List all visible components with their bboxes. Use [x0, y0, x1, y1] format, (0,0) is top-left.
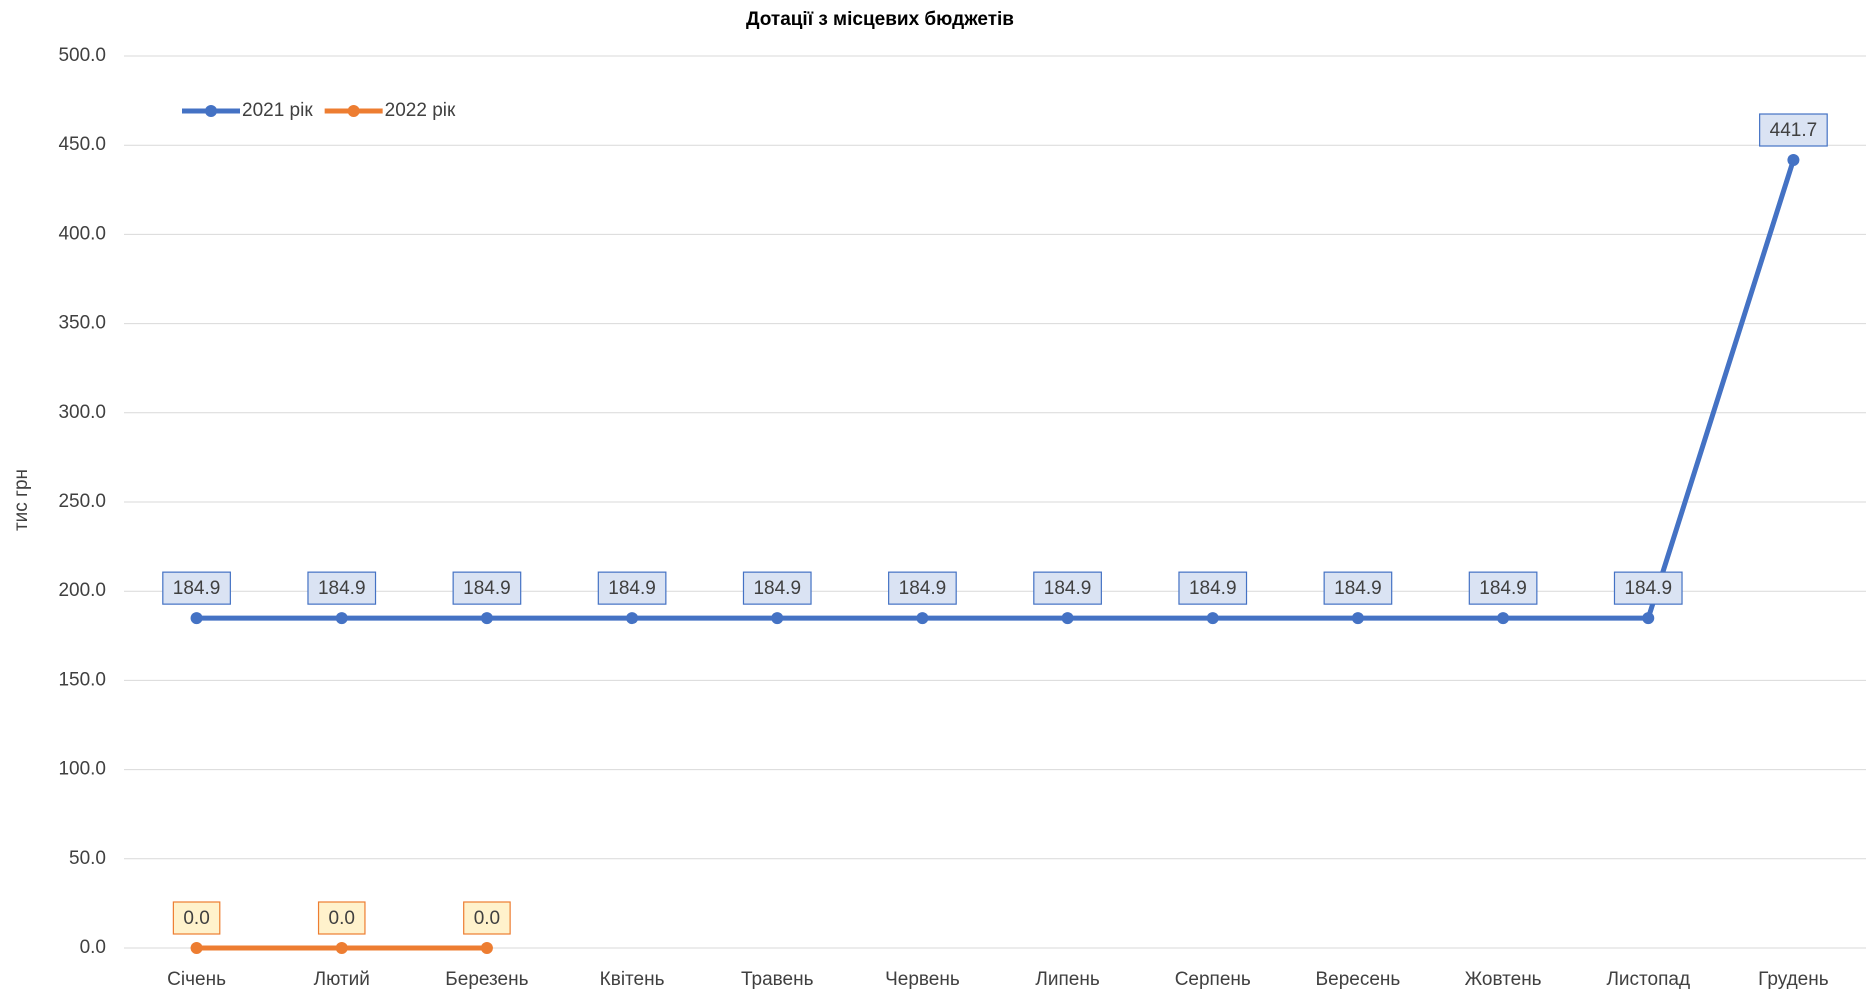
data-label: 184.9	[1044, 578, 1092, 599]
marker	[480, 942, 493, 954]
data-label: 184.9	[318, 578, 366, 599]
data-label-box	[1613, 571, 1683, 605]
y-tick-label: 250.0	[58, 491, 106, 512]
data-label-box	[1759, 113, 1828, 147]
data-label-box	[1033, 571, 1102, 605]
y-tick-label: 400.0	[58, 223, 106, 244]
y-tick-label: 50.0	[69, 848, 106, 869]
legend-label: 2021 рік	[242, 100, 313, 121]
marker	[1061, 612, 1074, 625]
y-tick-label: 500.0	[58, 45, 106, 66]
marker	[626, 612, 639, 625]
marker	[1351, 612, 1364, 625]
marker	[335, 942, 348, 954]
marker	[335, 612, 348, 625]
data-label: 0.0	[183, 908, 209, 929]
data-label-box	[162, 571, 231, 605]
legend-marker	[347, 105, 360, 117]
legend-label: 2022 рік	[385, 100, 456, 121]
data-label: 184.9	[463, 578, 511, 599]
x-tick-label: Березень	[445, 969, 528, 990]
y-tick-label: 100.0	[58, 759, 106, 780]
data-label: 0.0	[329, 908, 355, 929]
data-label-box	[597, 571, 667, 605]
data-label: 184.9	[1479, 578, 1527, 599]
x-tick-label: Травень	[741, 969, 814, 990]
data-label-box	[307, 571, 377, 605]
marker	[190, 942, 203, 954]
legend-marker	[205, 105, 217, 117]
marker	[1497, 612, 1510, 625]
chart-title: Дотації з місцевих бюджетів	[746, 9, 1014, 30]
x-tick-label: Серпень	[1175, 969, 1251, 990]
data-label-box	[742, 571, 812, 605]
marker	[1206, 612, 1219, 625]
y-tick-label: 300.0	[58, 402, 106, 423]
marker	[1787, 154, 1800, 167]
data-label: 184.9	[899, 578, 947, 599]
data-label: 184.9	[608, 578, 656, 599]
data-label: 184.9	[1334, 578, 1382, 599]
x-tick-label: Лютий	[314, 969, 370, 990]
marker	[190, 612, 203, 625]
data-label-box	[1178, 571, 1248, 605]
data-label: 0.0	[474, 908, 500, 929]
marker	[916, 612, 929, 625]
y-tick-label: 0.0	[80, 937, 106, 958]
data-label-box	[452, 571, 522, 605]
x-tick-label: Червень	[885, 969, 960, 990]
data-label-box	[888, 571, 957, 605]
data-label-box	[317, 901, 366, 935]
data-label-box	[1323, 571, 1393, 605]
y-tick-label: 150.0	[58, 669, 106, 690]
series-line	[196, 159, 1796, 621]
data-label: 184.9	[173, 578, 221, 599]
x-tick-label: Грудень	[1758, 969, 1829, 990]
marker	[480, 612, 493, 625]
y-tick-label: 200.0	[58, 580, 106, 601]
data-label: 441.7	[1770, 120, 1818, 141]
marker	[771, 612, 784, 625]
data-label-box	[1468, 571, 1538, 605]
x-tick-label: Листопад	[1606, 969, 1690, 990]
data-label: 184.9	[1624, 578, 1672, 599]
x-tick-label: Квітень	[600, 969, 665, 990]
data-label: 184.9	[1189, 578, 1237, 599]
marker	[1642, 612, 1655, 625]
data-label-box	[172, 901, 221, 935]
data-label: 184.9	[753, 578, 801, 599]
x-tick-label: Вересень	[1315, 969, 1400, 990]
y-tick-label: 350.0	[58, 313, 106, 334]
data-label-box	[463, 901, 511, 935]
x-tick-label: Липень	[1035, 969, 1099, 990]
y-tick-label: 450.0	[58, 134, 106, 155]
y-axis-label: тис грн	[11, 469, 32, 531]
x-tick-label: Жовтень	[1465, 969, 1542, 990]
x-tick-label: Січень	[167, 969, 226, 990]
